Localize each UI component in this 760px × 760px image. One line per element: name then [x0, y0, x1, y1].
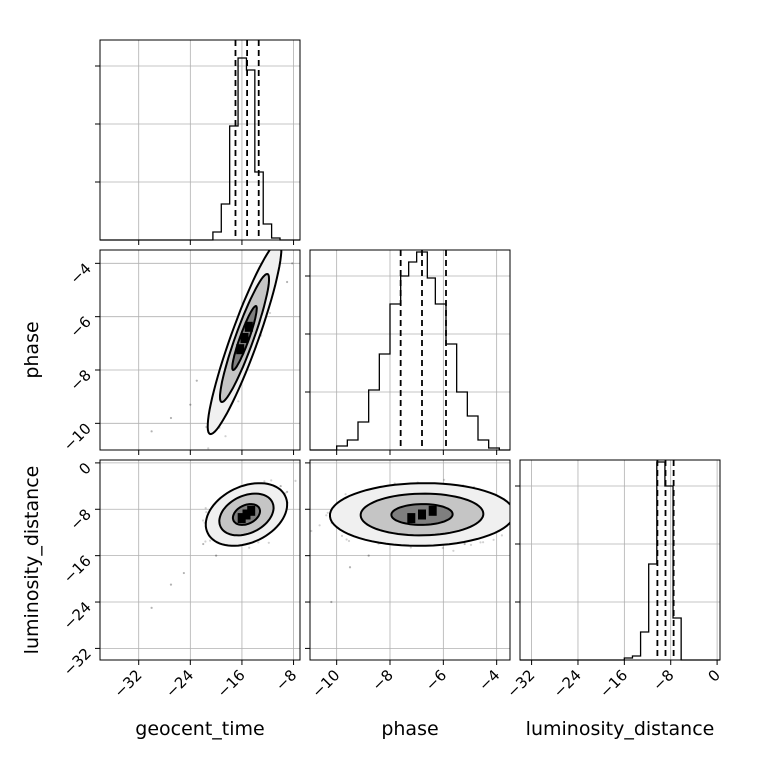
luminosity-distance-vs-phase-sample-point [344, 493, 347, 496]
phase-hist-background [310, 250, 510, 450]
panel-phase-histogram [305, 249, 511, 455]
panel-luminosity-distance-vs-geocent-time: −32 −24 −16 −8−32−24−16−80 [60, 459, 301, 701]
luminosity-distance-vs-phase-density-peak [428, 505, 437, 516]
luminosity-distance-vs-geocent-time-density-peak [237, 513, 246, 524]
luminosity-distance-vs-geocent-time-sample-point [204, 507, 207, 510]
luminosity-distance-vs-phase-sample-point [500, 534, 503, 537]
luminosity-distance-vs-geocent-time-sample-point [263, 480, 266, 483]
luminosity-distance-vs-geocent-time-sample-point [202, 542, 205, 546]
luminosity-distance-vs-geocent-time-sample-point [150, 606, 153, 609]
luminosity-distance-vs-phase-sample-point [367, 554, 370, 557]
luminosity-distance-vs-phase-sample-point [441, 546, 444, 550]
luminosity-distance-vs-geocent-time-sample-point [209, 539, 212, 542]
luminosity-distance-vs-phase-density-peak [407, 513, 416, 524]
phase-vs-geocent-time-sample-point [169, 416, 173, 420]
phase-hist-frame [309, 249, 511, 451]
phase-vs-geocent-time-sample-point [189, 403, 192, 406]
x-axis-title-luminosity-distance: luminosity_distance [526, 718, 715, 740]
luminosity-distance-vs-phase-sample-point [340, 534, 344, 538]
geocent-time-hist-frame [99, 39, 301, 241]
luminosity-distance-hist-frame [519, 459, 721, 661]
luminosity-distance-vs-geocent-time-sample-point [267, 541, 270, 544]
x-axis-title-phase: phase [381, 718, 438, 740]
phase-vs-geocent-time-sample-point [195, 379, 198, 382]
luminosity-distance-vs-geocent-time-sample-point [169, 583, 173, 586]
luminosity-distance-vs-phase-sample-point [330, 600, 333, 604]
phase-hist-step-line [310, 251, 510, 451]
luminosity-distance-vs-phase-sample-point [452, 549, 455, 552]
luminosity-distance-hist-background [520, 460, 720, 660]
luminosity-distance-vs-phase-sample-point [492, 538, 495, 541]
luminosity-distance-vs-phase-sample-point [443, 478, 446, 481]
luminosity-distance-vs-geocent-time-content [150, 479, 297, 609]
luminosity-distance-vs-phase-density-peak [418, 509, 426, 520]
phase-vs-geocent-time-sample-point [285, 280, 289, 284]
luminosity-distance-vs-phase-sample-point [409, 546, 412, 549]
luminosity-distance-vs-phase-frame [309, 459, 511, 661]
luminosity-distance-vs-phase-sample-point [345, 538, 348, 541]
luminosity-distance-vs-phase-sample-point [463, 542, 466, 546]
luminosity-distance-vs-phase-sample-point [348, 566, 352, 569]
y-axis-title-phase: phase [21, 321, 43, 378]
luminosity-distance-vs-geocent-time-sample-point [294, 479, 297, 482]
luminosity-distance-vs-phase-sample-point [310, 529, 313, 533]
phase-vs-geocent-time-sample-point [224, 435, 227, 438]
luminosity-distance-vs-phase-sample-point [482, 541, 485, 544]
phase-vs-geocent-time-sample-point [291, 262, 294, 265]
luminosity-distance-vs-geocent-time-sample-point [201, 519, 205, 522]
luminosity-distance-vs-geocent-time-sample-point [204, 540, 207, 543]
luminosity-distance-vs-geocent-time-sample-point [279, 484, 282, 488]
luminosity-distance-vs-phase-sample-point [479, 541, 482, 544]
luminosity-distance-vs-geocent-time-sample-point [248, 546, 251, 549]
luminosity-distance-vs-geocent-time-sample-point [285, 490, 289, 493]
phase-vs-geocent-time-density-peak [236, 344, 245, 355]
luminosity-distance-vs-phase-content [310, 478, 510, 604]
luminosity-distance-vs-geocent-time-frame [99, 459, 301, 661]
luminosity-distance-vs-phase-sample-point [347, 539, 351, 543]
phase-vs-geocent-time-content [150, 250, 294, 450]
luminosity-distance-vs-geocent-time-sample-point [215, 554, 218, 557]
x-axis-title-geocent-time: geocent_time [135, 718, 264, 740]
luminosity-distance-vs-phase-sample-point [318, 524, 321, 527]
luminosity-distance-vs-geocent-time-sample-point [182, 571, 185, 575]
geocent-time-hist-background [100, 40, 300, 240]
luminosity-distance-vs-phase-sample-point [325, 514, 328, 517]
luminosity-distance-vs-geocent-time-sample-point [205, 510, 208, 514]
phase-vs-geocent-time-density-peak [244, 321, 253, 332]
luminosity-distance-vs-geocent-time-sample-point [270, 479, 273, 482]
luminosity-distance-vs-geocent-time-sample-point [257, 541, 260, 544]
phase-vs-geocent-time-sample-point [207, 447, 210, 450]
phase-vs-geocent-time-sample-point [268, 311, 272, 315]
phase-vs-geocent-time-frame [99, 249, 301, 451]
luminosity-distance-vs-phase-sample-point [469, 543, 473, 547]
luminosity-distance-vs-geocent-time-density-peak [242, 509, 251, 520]
luminosity-distance-vs-geocent-time-density-peak [247, 505, 256, 516]
panel-geocent-time-histogram [95, 39, 301, 245]
phase-vs-geocent-time-sample-point [237, 400, 240, 403]
phase-vs-geocent-time-density-peak [240, 333, 249, 343]
phase-vs-geocent-time-sample-point [150, 430, 153, 433]
y-axis-title-luminosity-distance: luminosity_distance [21, 466, 43, 655]
luminosity-distance-vs-phase-sample-point [326, 511, 329, 514]
